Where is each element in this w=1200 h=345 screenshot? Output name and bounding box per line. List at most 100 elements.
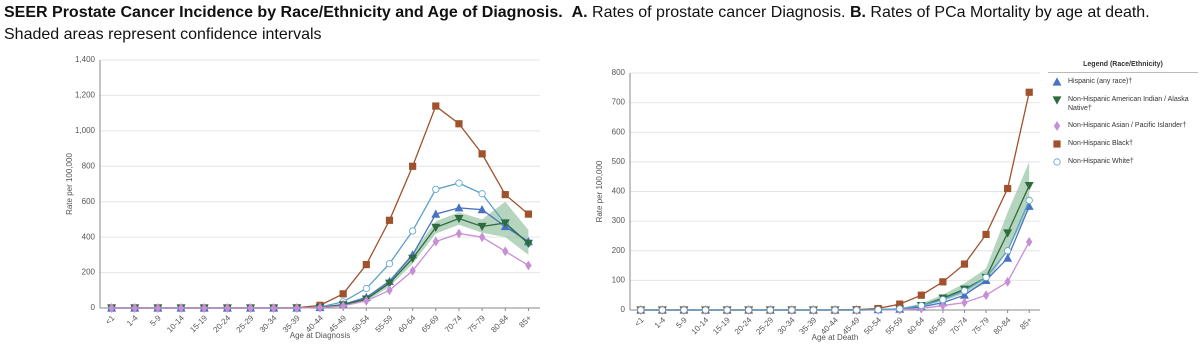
x-tick-label: 70-74 bbox=[949, 315, 970, 336]
marker bbox=[1003, 253, 1013, 262]
marker bbox=[524, 210, 533, 218]
x-tick-label: 60-64 bbox=[905, 315, 926, 336]
marker bbox=[501, 191, 509, 199]
x-tick-label: 15-19 bbox=[711, 315, 732, 336]
caption-note: Shaded areas represent confidence interv… bbox=[4, 26, 322, 43]
y-axis-label: Rate per 100,000 bbox=[595, 160, 604, 222]
marker bbox=[939, 278, 947, 286]
marker bbox=[409, 162, 417, 170]
y-tick-label: 700 bbox=[612, 98, 626, 107]
x-tick-label: 50-54 bbox=[862, 315, 883, 336]
y-tick-label: 1,400 bbox=[75, 55, 96, 64]
legend-icon bbox=[1053, 158, 1061, 166]
marker bbox=[432, 236, 439, 247]
series-line bbox=[640, 206, 1030, 311]
marker bbox=[339, 290, 347, 298]
marker bbox=[478, 232, 486, 243]
y-tick-label: 400 bbox=[612, 187, 626, 196]
y-tick-label: 1,200 bbox=[75, 91, 96, 100]
marker bbox=[1026, 236, 1033, 247]
x-tick-label: <1 bbox=[633, 315, 646, 328]
y-tick-label: 500 bbox=[612, 157, 626, 166]
y-tick-label: 400 bbox=[82, 232, 96, 241]
marker bbox=[874, 306, 882, 314]
marker bbox=[386, 285, 393, 296]
marker bbox=[455, 179, 463, 187]
marker bbox=[1052, 96, 1062, 105]
marker bbox=[431, 209, 441, 218]
legend-icon bbox=[1053, 121, 1061, 131]
marker bbox=[723, 306, 731, 314]
marker bbox=[745, 306, 753, 314]
x-tick-label: 20-24 bbox=[733, 315, 754, 336]
x-tick-label: <1 bbox=[104, 313, 117, 326]
marker bbox=[385, 216, 394, 224]
marker bbox=[454, 203, 464, 212]
marker bbox=[896, 305, 904, 313]
x-tick-label: 25-29 bbox=[754, 315, 775, 336]
x-tick-label: 30-34 bbox=[258, 313, 279, 334]
marker bbox=[224, 303, 231, 313]
marker bbox=[960, 260, 969, 268]
marker bbox=[385, 260, 394, 268]
y-tick-label: 600 bbox=[82, 197, 96, 206]
legend-label: Non-Hispanic White† bbox=[1068, 158, 1134, 165]
marker bbox=[658, 306, 666, 314]
marker bbox=[637, 306, 645, 314]
x-tick-label: 80-84 bbox=[992, 315, 1013, 336]
y-tick-label: 1,000 bbox=[75, 126, 96, 135]
x-axis-label: Age at Death bbox=[812, 333, 859, 342]
x-tick-label: 75-79 bbox=[970, 315, 991, 336]
marker bbox=[917, 291, 925, 299]
legend-title: Legend (Race/Ethnicity) bbox=[1048, 58, 1198, 73]
x-tick-label: 15-19 bbox=[188, 313, 209, 334]
marker bbox=[1025, 88, 1033, 96]
legend-label: Non-Hispanic Asian / Pacific Islander† bbox=[1068, 122, 1187, 129]
caption: SEER Prostate Cancer Incidence by Race/E… bbox=[4, 2, 1199, 46]
marker bbox=[432, 102, 440, 110]
y-tick-label: 800 bbox=[612, 68, 626, 77]
marker bbox=[478, 190, 486, 198]
part-b-label: B. bbox=[849, 4, 866, 21]
legend-icon bbox=[1053, 140, 1061, 148]
marker bbox=[1025, 196, 1033, 204]
marker bbox=[1053, 158, 1061, 166]
marker bbox=[477, 222, 487, 232]
x-tick-label: 55-59 bbox=[884, 315, 905, 336]
confidence-band bbox=[111, 201, 529, 308]
marker bbox=[917, 301, 925, 310]
y-tick-label: 300 bbox=[612, 216, 626, 225]
legend-label: Hispanic (any race)† bbox=[1068, 78, 1133, 85]
y-tick-label: 200 bbox=[612, 246, 626, 255]
legend-item: Non-Hispanic White† bbox=[1052, 157, 1198, 167]
x-tick-label: 80-84 bbox=[489, 313, 510, 334]
caption-title: SEER Prostate Cancer Incidence by Race/E… bbox=[4, 4, 563, 21]
marker bbox=[431, 223, 441, 233]
marker bbox=[788, 306, 796, 314]
x-tick-label: 25-29 bbox=[235, 313, 256, 334]
legend-item: Non-Hispanic Black† bbox=[1052, 139, 1198, 149]
marker bbox=[1024, 181, 1034, 191]
y-axis-label: Rate per 100,000 bbox=[65, 153, 74, 215]
x-tick-label: 60-64 bbox=[397, 313, 418, 334]
x-tick-label: 10-14 bbox=[690, 315, 711, 336]
marker bbox=[177, 303, 185, 313]
marker bbox=[982, 273, 990, 282]
legend-item: Non-Hispanic American Indian / Alaska Na… bbox=[1052, 95, 1198, 113]
marker bbox=[502, 246, 509, 257]
x-tick-label: 85+ bbox=[517, 313, 533, 329]
y-tick-label: 800 bbox=[82, 161, 96, 170]
marker bbox=[939, 296, 947, 304]
x-tick-label: 5-9 bbox=[674, 315, 689, 330]
marker bbox=[455, 120, 463, 128]
marker bbox=[1003, 229, 1013, 238]
marker bbox=[409, 227, 417, 235]
marker bbox=[293, 303, 301, 313]
legend-label: Non-Hispanic Black† bbox=[1068, 140, 1133, 147]
marker bbox=[939, 300, 947, 311]
marker bbox=[1052, 77, 1062, 86]
marker bbox=[108, 303, 115, 313]
y-tick-label: 0 bbox=[621, 305, 626, 314]
